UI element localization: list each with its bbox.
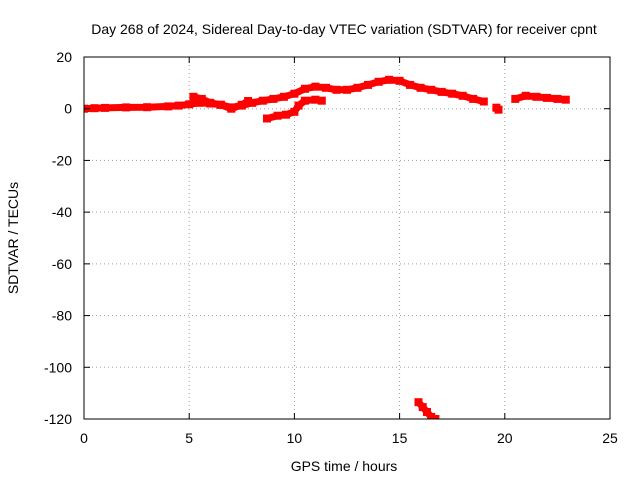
- data-point: [227, 104, 236, 113]
- series-1: [189, 92, 253, 113]
- ticks: 0 5 10 15 20 25 20 0 -20 -40 -60 -80 -100 -120: [44, 49, 618, 446]
- data-point: [427, 412, 436, 419]
- data-point: [294, 101, 303, 110]
- y-tick-label: 0: [64, 101, 72, 117]
- x-tick-label: 25: [602, 430, 618, 446]
- y-tick-label: -60: [52, 256, 72, 272]
- data-point: [311, 95, 320, 104]
- data-point: [532, 92, 541, 101]
- data-point: [189, 92, 198, 101]
- data-point: [395, 76, 404, 85]
- x-tick-label: 5: [185, 430, 193, 446]
- data-point: [317, 96, 326, 105]
- data-point: [332, 85, 341, 94]
- y-tick-label: -20: [52, 152, 72, 168]
- data-point: [164, 102, 173, 111]
- data-point: [427, 85, 436, 94]
- data-point: [300, 96, 309, 105]
- y-tick-label: -40: [52, 204, 72, 220]
- data-point: [263, 114, 271, 123]
- data-point: [174, 101, 183, 110]
- data-point: [431, 415, 440, 419]
- series-0: [84, 75, 488, 113]
- data-point: [448, 89, 457, 98]
- data-point: [494, 105, 503, 114]
- x-tick-label: 0: [80, 430, 88, 446]
- data-point: [423, 408, 431, 416]
- data-point: [479, 97, 488, 106]
- x-axis-label: GPS time / hours: [291, 458, 398, 474]
- data-point: [90, 104, 99, 113]
- data-point: [300, 84, 309, 93]
- data-point: [290, 89, 299, 98]
- data-point: [248, 98, 257, 107]
- x-tick-label: 20: [497, 430, 513, 446]
- data-point: [237, 100, 246, 109]
- data-point: [553, 94, 562, 103]
- series-4: [511, 91, 570, 104]
- series-5: [414, 398, 440, 419]
- series-3: [492, 103, 503, 114]
- series-2: [263, 95, 326, 123]
- data-point: [364, 80, 372, 89]
- data-point: [469, 94, 478, 103]
- data-point: [374, 77, 383, 86]
- data-point: [279, 92, 288, 101]
- data-point: [385, 75, 394, 84]
- data-point: [561, 95, 570, 104]
- data-point: [414, 398, 423, 407]
- data-point: [101, 103, 109, 112]
- y-tick-label: -80: [52, 308, 72, 324]
- data-point: [406, 80, 415, 89]
- grid: [84, 57, 610, 419]
- data-point: [418, 403, 427, 412]
- data-series: [84, 75, 570, 419]
- data-point: [273, 111, 282, 120]
- y-axis-label: SDTVAR / TECUs: [5, 182, 21, 294]
- plot-frame: [83, 56, 611, 420]
- data-point: [206, 98, 215, 107]
- data-point: [282, 110, 290, 119]
- chart-title: Day 268 of 2024, Sidereal Day-to-day VTE…: [91, 21, 597, 37]
- data-point: [185, 100, 194, 109]
- data-point: [216, 100, 225, 109]
- data-point: [343, 85, 351, 94]
- y-tick-label: 20: [56, 49, 72, 65]
- data-point: [269, 94, 278, 103]
- data-point: [197, 94, 206, 103]
- data-point: [122, 103, 131, 112]
- data-point: [290, 107, 299, 116]
- data-point: [244, 97, 253, 105]
- data-point: [511, 94, 520, 103]
- data-point: [437, 87, 446, 96]
- data-point: [542, 93, 551, 102]
- y-tick-label: -100: [44, 359, 72, 375]
- data-point: [258, 96, 267, 105]
- data-point: [322, 83, 330, 92]
- data-point: [521, 91, 530, 100]
- data-point: [353, 83, 362, 92]
- x-tick-label: 10: [287, 430, 303, 446]
- x-tick-label: 15: [392, 430, 408, 446]
- data-point: [311, 82, 320, 91]
- data-point: [416, 83, 425, 92]
- y-tick-label: -120: [44, 411, 72, 427]
- data-point: [458, 91, 467, 100]
- data-point: [143, 103, 152, 112]
